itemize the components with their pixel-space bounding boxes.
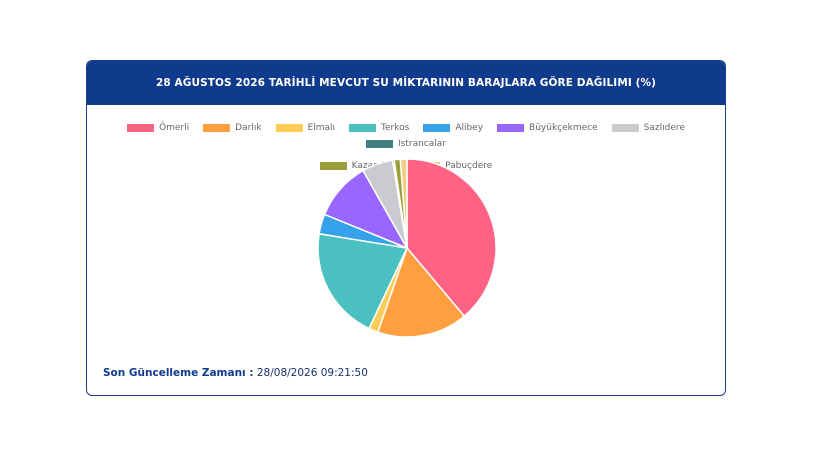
legend-swatch bbox=[203, 124, 231, 132]
pie-slice-pabuçdere[interactable] bbox=[399, 158, 408, 249]
last-updated: Son Güncelleme Zamanı : 28/08/2026 09:21… bbox=[103, 367, 368, 379]
legend-swatch bbox=[275, 124, 303, 132]
legend-item[interactable]: Sazlıdere bbox=[611, 123, 685, 133]
pie-slice-terkos[interactable] bbox=[317, 232, 409, 330]
last-updated-label: Son Güncelleme Zamanı : bbox=[103, 367, 254, 379]
legend-swatch bbox=[319, 162, 347, 170]
pie-chart bbox=[317, 158, 497, 338]
legend-item[interactable]: Elmalı bbox=[275, 123, 336, 133]
legend-label: Alibey bbox=[455, 123, 484, 133]
legend-swatch bbox=[497, 124, 525, 132]
legend-label: Darlık bbox=[235, 123, 262, 133]
chart-card: 28 AĞUSTOS 2026 TARİHLİ MEVCUT SU MİKTAR… bbox=[86, 60, 726, 396]
legend-swatch bbox=[349, 124, 377, 132]
legend-label: Pabuçdere bbox=[445, 161, 493, 171]
legend-label: Sazlıdere bbox=[643, 123, 685, 133]
last-updated-value: 28/08/2026 09:21:50 bbox=[256, 367, 368, 379]
legend-swatch bbox=[127, 124, 155, 132]
legend-label: Elmalı bbox=[307, 123, 336, 133]
legend-item[interactable]: Istrancalar bbox=[366, 139, 446, 149]
legend-swatch bbox=[366, 140, 393, 148]
legend-item[interactable]: Büyükçekmece bbox=[497, 123, 598, 133]
legend-label: Büyükçekmece bbox=[529, 123, 598, 133]
legend-label: Terkos bbox=[381, 123, 410, 133]
chart-title: 28 AĞUSTOS 2026 TARİHLİ MEVCUT SU MİKTAR… bbox=[87, 61, 725, 105]
chart-legend: Ömerli Darlık Elmalı Terkos Alibey Büyükçekme… bbox=[87, 123, 725, 171]
legend-item[interactable]: Terkos bbox=[349, 123, 409, 133]
legend-swatch bbox=[611, 124, 639, 132]
legend-label: Ömerli bbox=[159, 123, 190, 133]
legend-item[interactable]: Ömerli bbox=[127, 123, 189, 133]
legend-item[interactable]: Darlık bbox=[203, 123, 262, 133]
legend-label: Istrancalar bbox=[398, 139, 446, 149]
legend-swatch bbox=[423, 124, 451, 132]
pie-slice-ömerli[interactable] bbox=[406, 158, 497, 318]
legend-item[interactable]: Alibey bbox=[423, 123, 483, 133]
